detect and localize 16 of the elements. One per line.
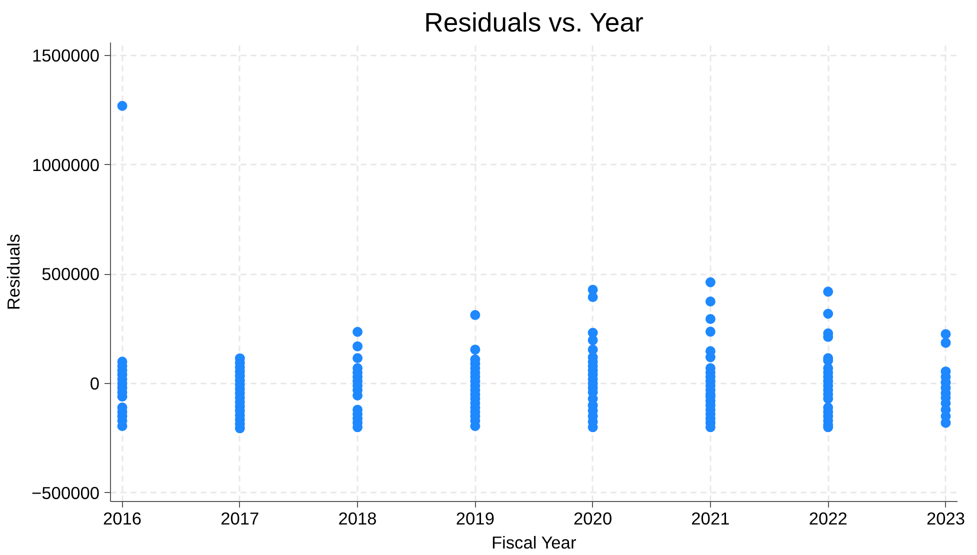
y-tick-label: 0	[90, 373, 100, 394]
y-axis-title: Residuals	[4, 234, 24, 310]
y-tick-label: −500000	[32, 482, 100, 503]
y-tick-label: 500000	[42, 264, 100, 284]
x-tick-label: 2017	[220, 508, 260, 528]
chart-title: Residuals vs. Year	[424, 8, 644, 38]
x-tick-label: 2021	[691, 508, 730, 528]
y-tick-label: 1500000	[32, 46, 100, 66]
x-tick-label: 2019	[456, 508, 494, 528]
x-tick-label: 2020	[574, 508, 612, 528]
x-tick-label: 2023	[926, 508, 966, 528]
x-tick-label: 2016	[102, 508, 142, 528]
x-axis-title: Fiscal Year	[491, 532, 576, 552]
x-tick-label: 2022	[808, 508, 848, 528]
y-tick-label: 1000000	[32, 154, 100, 175]
x-tick-label: 2018	[338, 508, 377, 528]
